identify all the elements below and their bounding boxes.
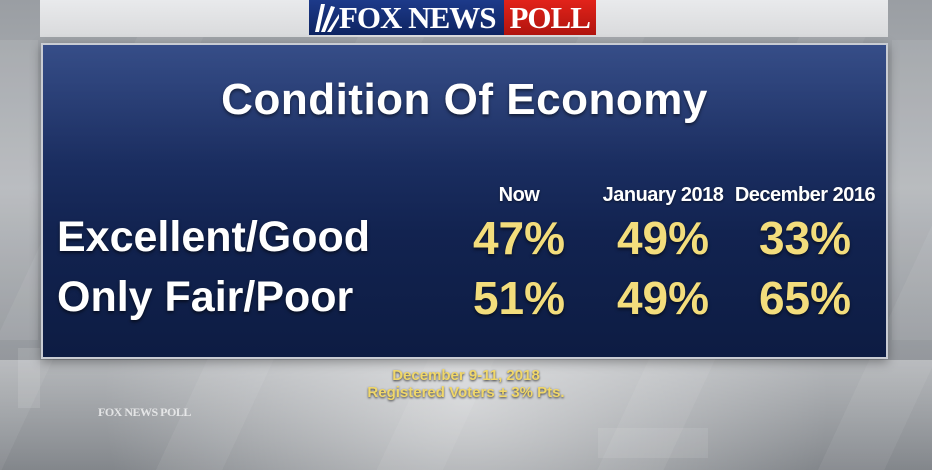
- cell-only-fair-poor-january-2018: 49%: [616, 272, 710, 324]
- column-header-january-2018: January 2018: [602, 184, 724, 206]
- panel-glow: [43, 45, 886, 165]
- footnote-sample: Registered Voters ± 3% Pts.: [367, 384, 565, 401]
- row-label-excellent-good: Excellent/Good: [57, 213, 371, 261]
- background-bars-left: [18, 348, 40, 408]
- poll-results-panel: Condition Of Economy Now January 2018 De…: [41, 43, 888, 359]
- searchlight-icon: [315, 4, 339, 32]
- column-header-december-2016: December 2016: [734, 184, 876, 206]
- cell-excellent-good-now: 47%: [472, 212, 566, 264]
- background-block-right: [892, 40, 932, 340]
- cell-excellent-good-december-2016: 33%: [758, 212, 852, 264]
- background-wash: [0, 360, 932, 470]
- fox-news-text: FOX NEWS: [339, 0, 496, 35]
- background-block-left: [0, 40, 38, 340]
- cell-only-fair-poor-december-2016: 65%: [758, 272, 852, 324]
- fox-news-poll-logo: FOX NEWS POLL: [309, 0, 596, 35]
- chart-title: Condition Of Economy: [221, 75, 708, 124]
- cell-only-fair-poor-now: 51%: [472, 272, 566, 324]
- column-header-now: Now: [498, 184, 540, 206]
- row-label-only-fair-poor: Only Fair/Poor: [57, 273, 354, 321]
- cell-excellent-good-january-2018: 49%: [616, 212, 710, 264]
- footnote-dates: December 9-11, 2018: [392, 367, 540, 384]
- background-bars-bottom: [598, 428, 708, 458]
- poll-wordmark: POLL: [503, 0, 596, 35]
- fox-news-wordmark: FOX NEWS: [309, 0, 504, 35]
- watermark-logo: FOX NEWS POLL: [98, 405, 191, 419]
